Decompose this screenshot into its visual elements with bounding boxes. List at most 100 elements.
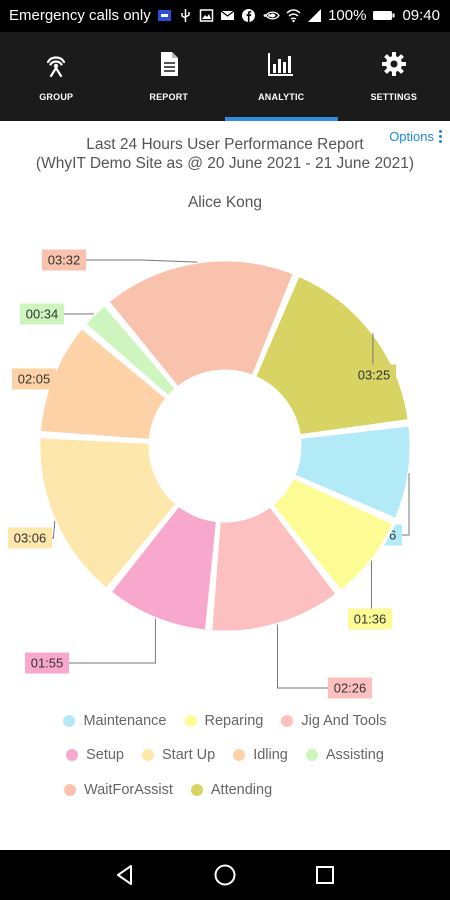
home-icon[interactable] [213, 863, 237, 887]
legend-item[interactable]: Reparing [184, 713, 264, 729]
back-icon[interactable] [113, 863, 137, 887]
clock: 09:40 [402, 7, 440, 24]
legend-dot [190, 784, 203, 796]
options-button[interactable]: Options [389, 129, 442, 144]
data-label-box [352, 364, 396, 386]
analytic-content: Options Last 24 Hours User Performance R… [0, 121, 450, 850]
data-label: 01:55 [31, 656, 64, 671]
donut-slice-idling[interactable] [37, 325, 170, 443]
usb-icon [178, 8, 193, 23]
donut-slice-setup[interactable] [107, 502, 220, 633]
data-label-box [8, 527, 52, 549]
wifi-icon [286, 8, 301, 23]
signal-icon [307, 8, 322, 23]
report-user-name: Alice Kong [187, 194, 263, 211]
legend-item[interactable]: Maintenance [63, 713, 167, 729]
facebook-icon [241, 8, 256, 23]
label-leader-line [69, 618, 156, 664]
legend-dot [184, 715, 197, 727]
report-icon [155, 50, 183, 78]
legend-dot [63, 715, 76, 727]
tab-report[interactable]: REPORT [113, 32, 226, 121]
legend-label: WaitForAssist [84, 782, 173, 798]
tab-group[interactable]: GROUP [0, 32, 113, 121]
data-label-box [42, 249, 86, 271]
donut-slice-start-up[interactable] [37, 435, 180, 592]
label-leader-line [276, 624, 328, 689]
legend-label: Start Up [162, 747, 216, 763]
status-bar: Emergency calls only 100% [0, 0, 450, 32]
legend-label: Jig And Tools [301, 713, 387, 729]
legend-item[interactable]: Idling [233, 747, 288, 763]
data-label: 00:34 [26, 307, 59, 322]
legend-item[interactable]: Jig And Tools [281, 713, 387, 729]
tab-analytic[interactable]: ANALYTIC [225, 32, 338, 121]
data-label: 03:25 [358, 368, 391, 383]
legend-row-1: Maintenance Reparing Jig And Tools [0, 713, 450, 729]
carrier-text: Emergency calls only [9, 7, 151, 24]
legend-item[interactable]: Setup [66, 747, 124, 763]
donut-slice-waitforassist[interactable] [105, 258, 297, 390]
tab-analytic-label: ANALYTIC [258, 92, 305, 102]
settings-icon [380, 50, 408, 78]
tab-group-label: GROUP [39, 92, 74, 102]
recents-icon[interactable] [313, 863, 337, 887]
tab-bar: GROUP REPORT ANALYTIC SETTINGS [0, 32, 450, 121]
system-nav-bar [0, 850, 450, 900]
legend-label: Setup [86, 747, 124, 763]
legend-label: Idling [253, 747, 288, 763]
report-title-line2: (WhyIT Demo Site as @ 20 June 2021 - 21 … [35, 155, 415, 172]
legend-item[interactable]: Start Up [142, 747, 215, 763]
legend-label: Assisting [325, 747, 384, 763]
data-label: 03:06 [14, 531, 47, 546]
legend-label: Reparing [204, 713, 264, 729]
legend-item[interactable]: WaitForAssist [64, 782, 173, 798]
data-label: 01:36 [354, 612, 387, 627]
data-label: 02:05 [18, 372, 51, 387]
tab-settings[interactable]: SETTINGS [338, 32, 450, 121]
legend-dot [66, 749, 79, 761]
legend-item[interactable]: Attending [190, 782, 273, 798]
active-tab-indicator [225, 117, 338, 121]
data-label-box [348, 608, 392, 630]
legend-label: Attending [210, 782, 273, 798]
legend-dot [281, 715, 294, 727]
donut-slice-reparing[interactable] [269, 475, 397, 594]
battery-percent: 100% [328, 7, 367, 24]
legend-row-3: WaitForAssist Attending [0, 782, 450, 798]
label-leader-line [86, 259, 198, 263]
legend-dot [64, 784, 76, 796]
report-title-line1: Last 24 Hours User Performance Report [86, 136, 364, 153]
mail-icon [220, 8, 235, 23]
donut-chart-svg: 01:4601:3602:2601:5503:0602:0500:3403:32… [8, 249, 413, 699]
legend-dot [142, 749, 154, 761]
donut-slice-assisting[interactable] [82, 302, 179, 399]
legend-dot [233, 749, 246, 761]
tab-settings-label: SETTINGS [370, 92, 418, 102]
data-label-box [12, 368, 56, 390]
label-leader-line [52, 521, 56, 539]
battery-icon [372, 8, 396, 23]
data-label-box [20, 303, 64, 325]
eye-icon [265, 8, 280, 23]
donut-chart: 01:4601:3602:2601:5503:0602:0500:3403:32… [0, 231, 450, 821]
legend-item[interactable]: Assisting [305, 747, 384, 763]
more-vert-icon [439, 130, 442, 143]
data-label-box [328, 677, 372, 699]
data-label: 03:32 [48, 253, 81, 268]
legend-dot [305, 749, 318, 761]
legend-row-2: Setup Start Up Idling Assisting [0, 747, 450, 763]
report-title: Last 24 Hours User Performance Report (W… [0, 135, 450, 173]
group-icon [42, 50, 70, 78]
donut-slice-jig-and-tools[interactable] [209, 503, 340, 634]
data-label: 02:26 [334, 681, 367, 696]
donut-slice-maintenance[interactable] [291, 423, 413, 522]
legend-label: Maintenance [83, 713, 167, 729]
tab-report-label: REPORT [149, 92, 189, 102]
options-label: Options [389, 129, 434, 144]
analytic-icon [267, 50, 295, 78]
sim-icon [157, 8, 172, 23]
data-label-box [25, 652, 69, 674]
gallery-icon [199, 8, 214, 23]
donut-slice-attending[interactable] [252, 273, 411, 438]
